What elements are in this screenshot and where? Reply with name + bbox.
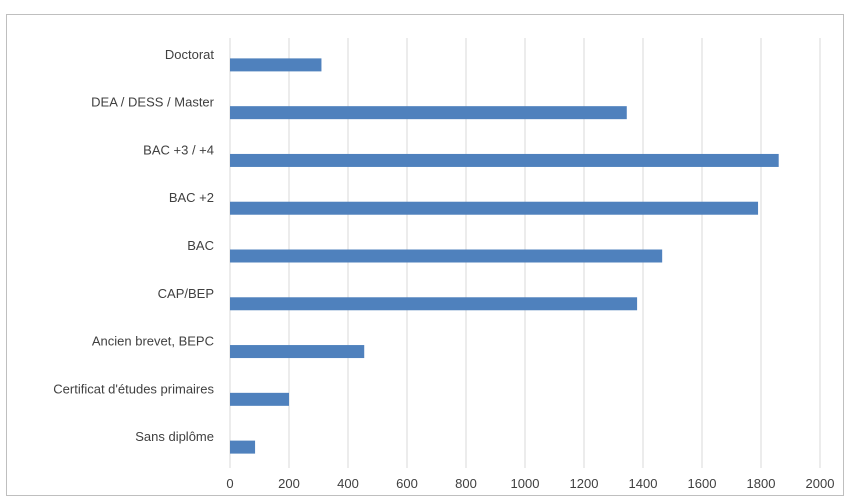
bar — [230, 249, 663, 263]
category-label: BAC — [187, 238, 214, 253]
bar — [230, 58, 322, 72]
category-label: Sans diplôme — [135, 429, 214, 444]
category-label: Certificat d'études primaires — [53, 381, 214, 396]
x-tick-label: 400 — [337, 476, 359, 491]
x-tick-label: 1800 — [747, 476, 776, 491]
category-label: CAP/BEP — [158, 286, 214, 301]
x-tick-label: 200 — [278, 476, 300, 491]
x-tick-label: 1000 — [511, 476, 540, 491]
category-labels: Doctorat DEA / DESS / Master BAC +3 / +4 BA… — [53, 47, 214, 444]
bar — [230, 106, 627, 120]
category-label: BAC +2 — [169, 190, 214, 205]
category-label: BAC +3 / +4 — [143, 142, 214, 157]
bar — [230, 201, 759, 215]
bar — [230, 153, 779, 167]
bar — [230, 297, 638, 311]
bar — [230, 440, 256, 454]
x-tick-label: 800 — [455, 476, 477, 491]
x-tick-label: 1400 — [629, 476, 658, 491]
x-tick-label: 1600 — [688, 476, 717, 491]
x-tick-label: 0 — [226, 476, 233, 491]
x-tick-labels: 0 200 400 600 800 1000 1200 1400 1600 1800 2000 — [226, 476, 834, 491]
category-label: DEA / DESS / Master — [91, 95, 214, 110]
bars — [230, 58, 779, 454]
bar — [230, 345, 365, 359]
category-label: Doctorat — [165, 47, 215, 62]
x-tick-label: 1200 — [570, 476, 599, 491]
x-tick-label: 600 — [396, 476, 418, 491]
bar — [230, 392, 289, 406]
category-label: Ancien brevet, BEPC — [92, 334, 214, 349]
x-tick-label: 2000 — [806, 476, 835, 491]
